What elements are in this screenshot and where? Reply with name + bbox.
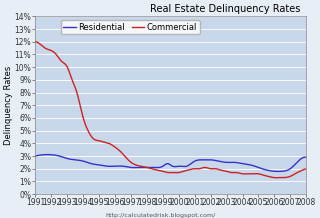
Legend: Residential, Commercial: Residential, Commercial [61, 20, 200, 34]
Y-axis label: Delinquency Rates: Delinquency Rates [4, 66, 13, 145]
Text: Real Estate Delinquency Rates: Real Estate Delinquency Rates [150, 4, 301, 14]
Text: http://calculatedrisk.blogspot.com/: http://calculatedrisk.blogspot.com/ [105, 213, 215, 218]
